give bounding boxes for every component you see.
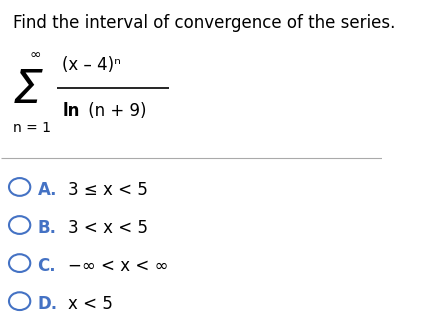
Text: A.: A. xyxy=(38,181,57,199)
Text: ln: ln xyxy=(62,102,80,120)
Text: B.: B. xyxy=(38,219,56,237)
Text: C.: C. xyxy=(38,257,56,275)
Text: (x – 4)ⁿ: (x – 4)ⁿ xyxy=(62,56,121,74)
Text: −∞ < x < ∞: −∞ < x < ∞ xyxy=(68,257,168,275)
Text: x < 5: x < 5 xyxy=(68,295,113,313)
Text: ∞: ∞ xyxy=(30,48,42,62)
Text: D.: D. xyxy=(38,295,58,313)
Text: n = 1: n = 1 xyxy=(13,121,51,135)
Text: (n + 9): (n + 9) xyxy=(83,102,147,120)
Text: Σ: Σ xyxy=(13,68,43,113)
Text: 3 < x < 5: 3 < x < 5 xyxy=(68,219,148,237)
Text: Find the interval of convergence of the series.: Find the interval of convergence of the … xyxy=(13,14,395,32)
Text: 3 ≤ x < 5: 3 ≤ x < 5 xyxy=(68,181,148,199)
